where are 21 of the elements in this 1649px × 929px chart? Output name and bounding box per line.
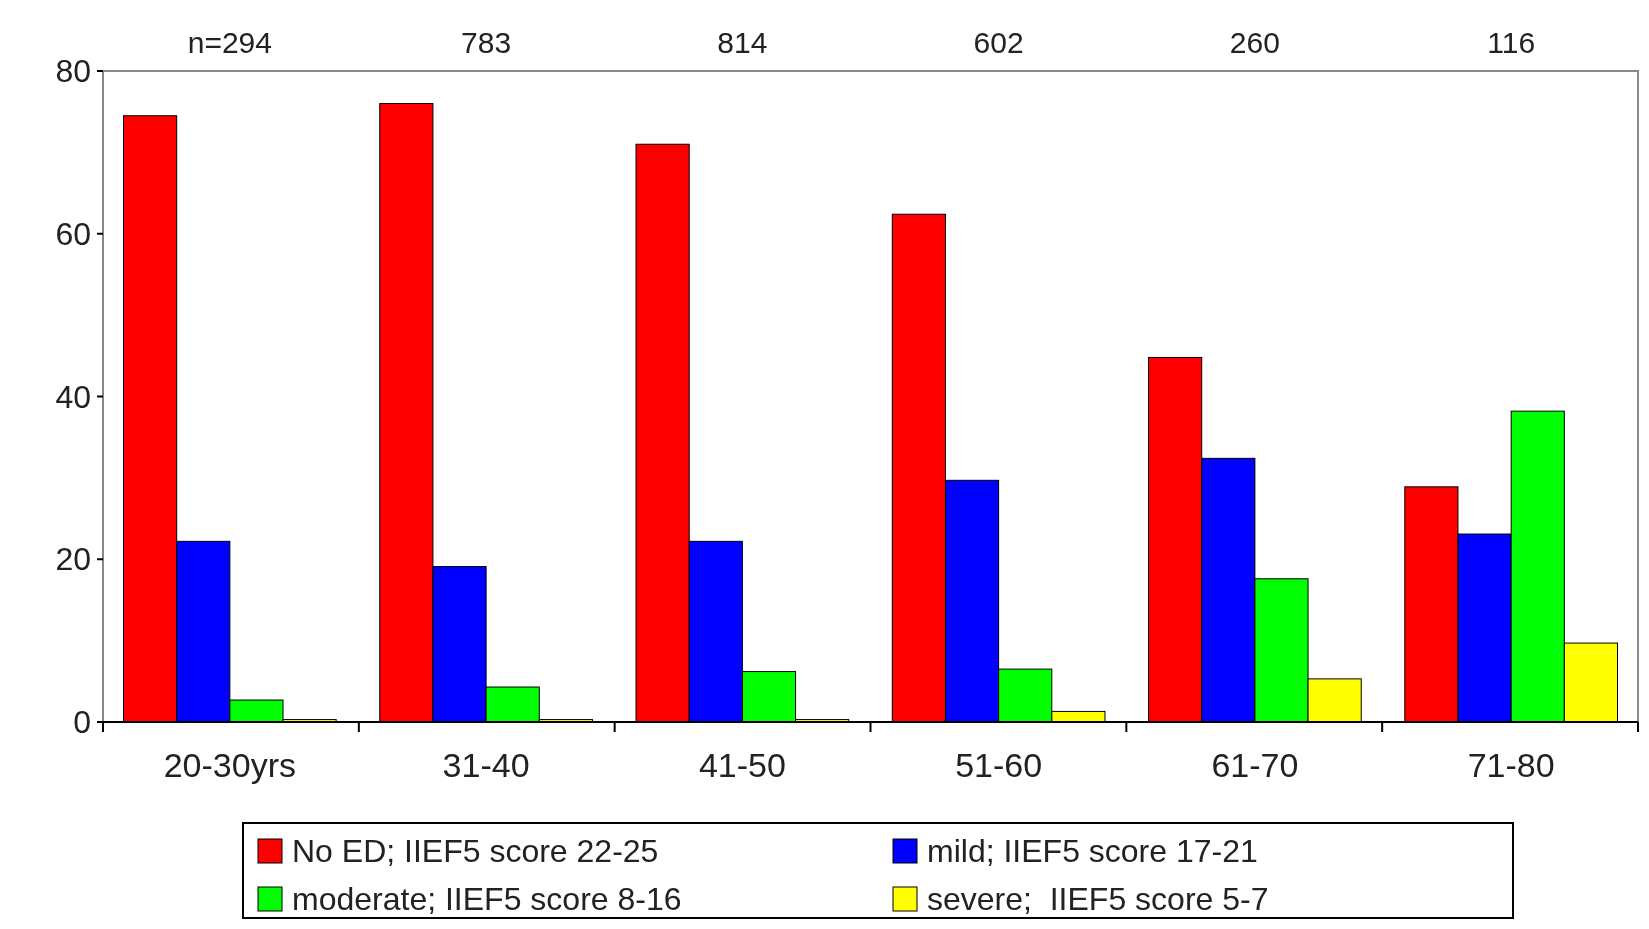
text: n=294	[187, 26, 272, 59]
text: 116	[1487, 26, 1536, 59]
y-tick-label: 0	[73, 704, 91, 741]
y-tick-label: 80	[55, 53, 91, 90]
legend-label: No ED; IIEF5 score 22-25	[292, 833, 659, 870]
legend-label: mild; IIEF5 score 17-21	[927, 833, 1258, 870]
x-tick-label: 41-50	[698, 746, 786, 784]
legend-label: moderate; IIEF5 score 8-16	[292, 881, 682, 918]
text: 602	[973, 26, 1024, 59]
text: 783	[461, 26, 512, 59]
text: 260	[1229, 26, 1280, 59]
y-tick-label: 20	[55, 541, 91, 578]
x-tick-label: 61-70	[1211, 746, 1299, 784]
x-tick-label: 71-80	[1467, 746, 1555, 784]
y-tick-label: 60	[55, 215, 91, 252]
text: 814	[717, 26, 768, 59]
y-tick-label: 40	[55, 378, 91, 415]
x-tick-label: 51-60	[955, 746, 1043, 784]
x-tick-label: 20-30yrs	[163, 746, 296, 784]
legend-label: severe; IIEF5 score 5-7	[927, 881, 1269, 918]
x-tick-label: 31-40	[442, 746, 530, 784]
